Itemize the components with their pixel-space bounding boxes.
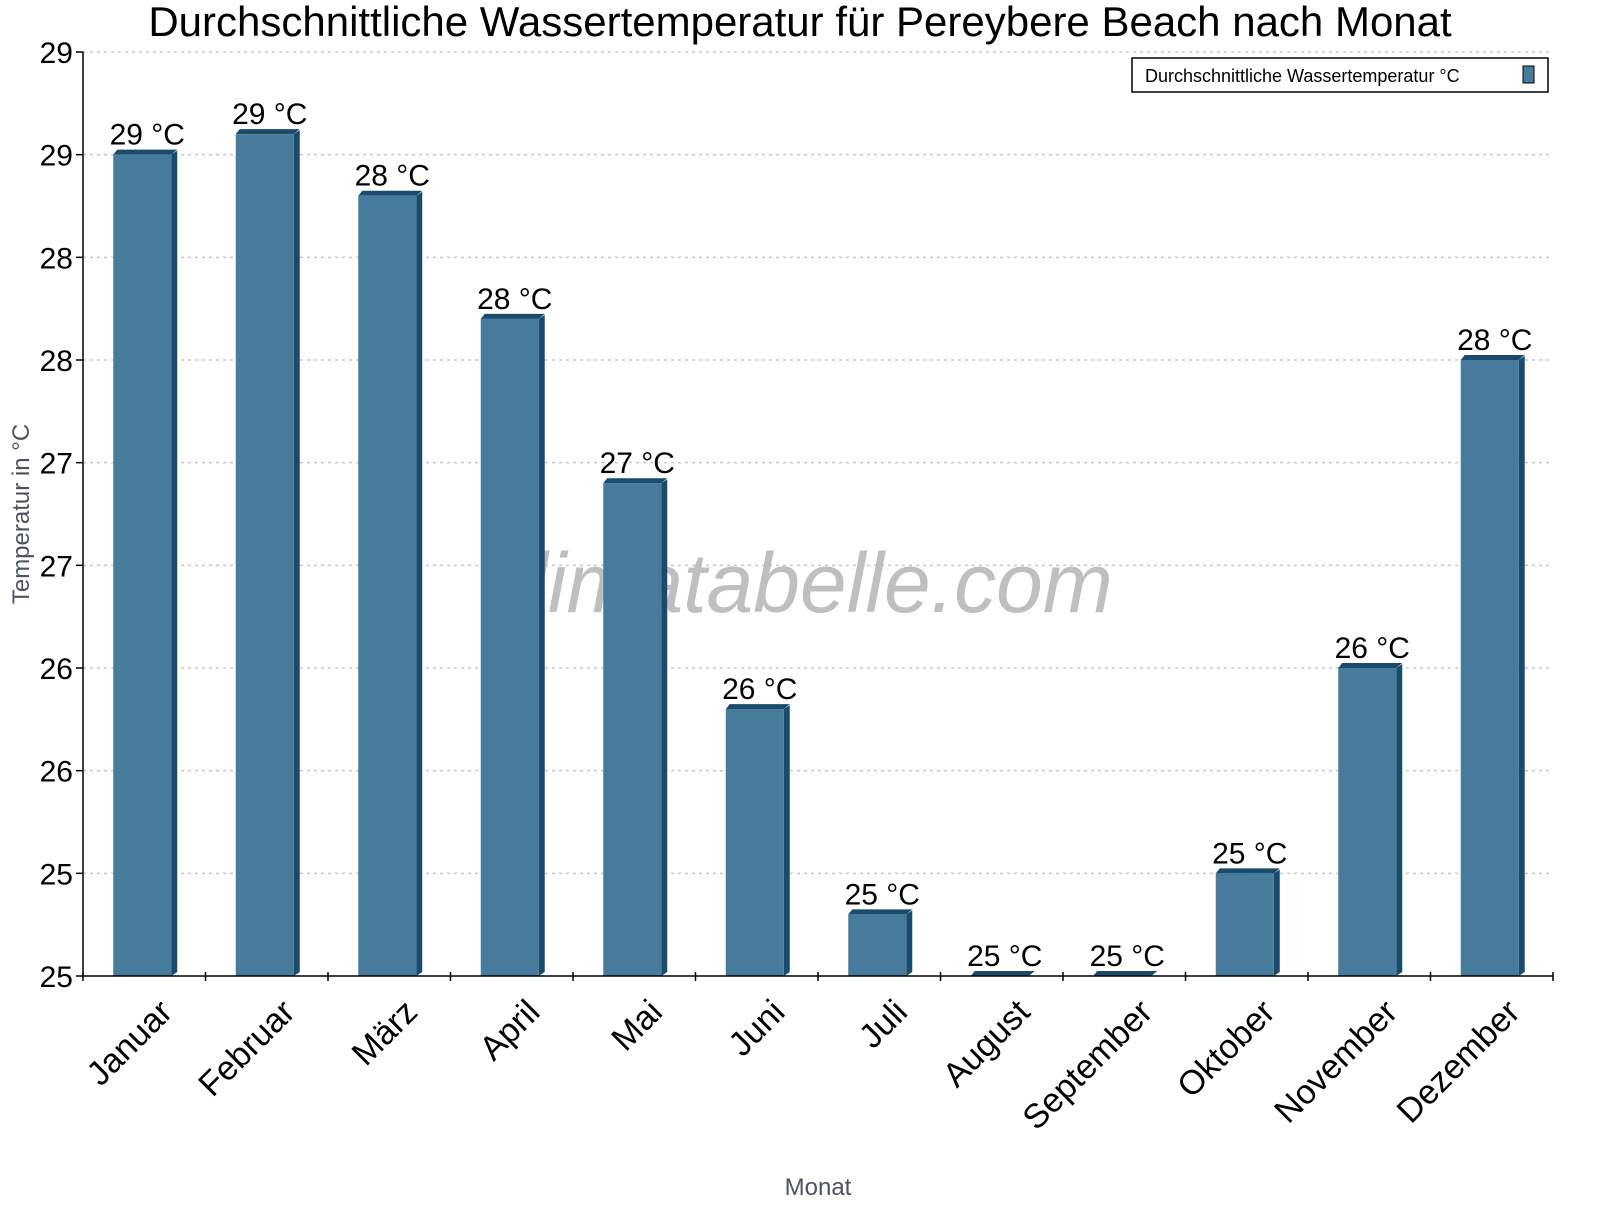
data-label: 25 °C: [967, 940, 1042, 973]
x-tick-label: April: [472, 993, 547, 1068]
data-label: 29 °C: [232, 98, 307, 131]
x-tick-label: Februar: [191, 993, 302, 1104]
bar-side: [416, 191, 423, 976]
data-label: 26 °C: [1335, 632, 1410, 665]
bar-side: [293, 130, 300, 977]
data-label: 28 °C: [1457, 324, 1532, 357]
bar-top: [1338, 663, 1403, 668]
bar-front: [1215, 873, 1274, 976]
bar-märz: [358, 190, 423, 976]
bar-front: [1338, 668, 1397, 976]
x-tick-label: Juli: [852, 993, 915, 1056]
x-tick-label: März: [345, 993, 425, 1073]
y-tick-label: 28: [40, 345, 73, 378]
bar-side: [661, 479, 668, 976]
bars: [113, 129, 1525, 977]
bar-top: [1460, 355, 1525, 360]
bar-top: [970, 971, 1035, 976]
bar-april: [480, 313, 545, 976]
legend-label: Durchschnittliche Wassertemperatur °C: [1145, 66, 1460, 86]
y-tick-label: 28: [40, 242, 73, 275]
bar-juni: [725, 704, 790, 976]
y-tick-label: 27: [40, 550, 73, 583]
x-tick-label: November: [1267, 993, 1405, 1131]
data-label: 25 °C: [1090, 940, 1165, 973]
data-label: 28 °C: [477, 283, 552, 316]
bar-side: [1518, 356, 1525, 976]
legend-swatch: [1522, 65, 1535, 84]
x-axis-label: Monat: [785, 1174, 852, 1200]
bar-februar: [235, 129, 300, 977]
bar-front: [1460, 360, 1519, 976]
bar-front: [848, 914, 907, 976]
bar-side: [171, 150, 178, 976]
bar-top: [1093, 971, 1158, 976]
data-label: 28 °C: [355, 160, 430, 193]
bar-top: [235, 129, 300, 135]
bar-top: [113, 149, 178, 155]
data-label: 26 °C: [722, 673, 797, 706]
x-tick-label: August: [936, 992, 1038, 1094]
watermark: klimatabelle.com: [487, 536, 1113, 630]
data-labels: 29 °C 29 °C 28 °C 28 °C 27 °C 26 °C 25 °C 25 °C…: [110, 98, 1533, 973]
bar-side: [783, 705, 790, 976]
chart-title: Durchschnittliche Wassertemperatur für P…: [148, 0, 1452, 45]
bar-front: [725, 709, 784, 976]
bar-front: [235, 134, 294, 977]
data-label: 27 °C: [600, 447, 675, 480]
bar-top: [725, 704, 790, 710]
x-tick-label: Januar: [80, 993, 180, 1093]
bar-top: [1215, 868, 1280, 874]
bar-front: [603, 483, 662, 976]
bar-top: [603, 478, 668, 484]
bar-side: [1396, 664, 1403, 976]
gridlines: [83, 51, 1553, 875]
bar-side: [906, 910, 913, 976]
x-tick-label: Dezember: [1390, 993, 1528, 1131]
bar-mai: [603, 478, 668, 976]
data-label: 25 °C: [1212, 837, 1287, 870]
data-label: 25 °C: [845, 878, 920, 911]
x-tick-label: Oktober: [1170, 993, 1282, 1105]
bar-front: [358, 195, 417, 976]
bar-januar: [113, 149, 178, 976]
y-tick-label: 29: [40, 37, 73, 70]
y-tick-label: 27: [40, 448, 73, 481]
bar-august: [970, 971, 1035, 976]
x-tick-label: September: [1015, 993, 1159, 1137]
y-tick-label: 25: [40, 961, 73, 994]
y-tick-label: 25: [40, 858, 73, 891]
bar-front: [113, 154, 172, 976]
bar-side: [538, 314, 545, 976]
bar-side: [1273, 869, 1280, 976]
data-label: 29 °C: [110, 119, 185, 152]
bar-november: [1338, 663, 1403, 976]
legend: Durchschnittliche Wassertemperatur °C: [1131, 57, 1549, 93]
legend-box: [1131, 57, 1549, 93]
bar-dezember: [1460, 355, 1525, 976]
y-tick-label: 29: [40, 140, 73, 173]
bar-oktober: [1215, 868, 1280, 976]
bar-september: [1093, 971, 1158, 976]
y-tick-label: 26: [40, 653, 73, 686]
bar-top: [480, 313, 545, 319]
bar-juli: [848, 909, 913, 976]
bar-front: [480, 318, 539, 976]
x-tick-label: Juni: [721, 993, 792, 1064]
y-axis-label: Temperatur in °C: [8, 424, 35, 604]
y-tick-label: 26: [40, 756, 73, 789]
bar-top: [358, 190, 423, 196]
x-tick-label: Mai: [604, 993, 670, 1059]
bar-top: [848, 909, 913, 915]
